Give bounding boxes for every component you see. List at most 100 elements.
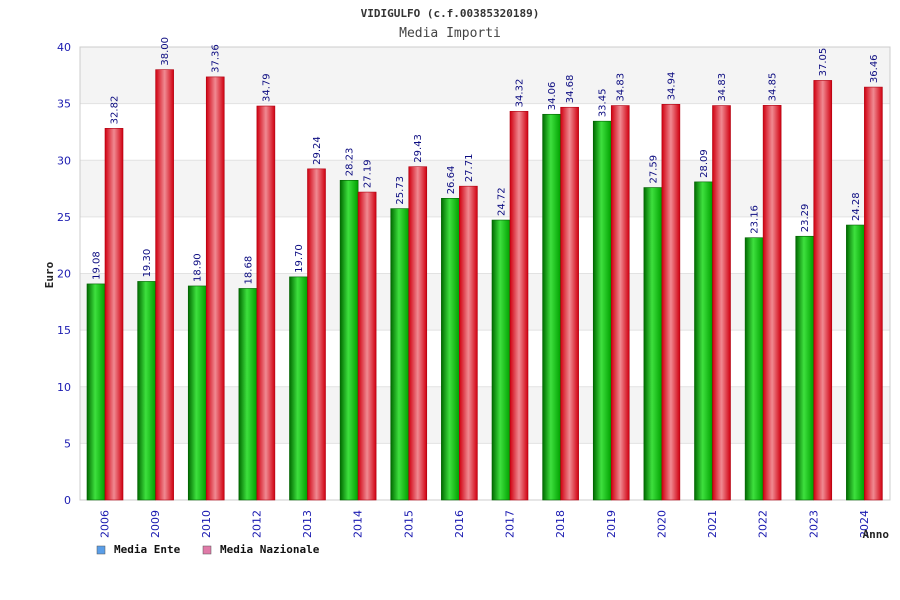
- bar-media-ente: [694, 181, 713, 501]
- bar-media-ente: [289, 276, 308, 501]
- x-tick-label: 2024: [858, 510, 871, 538]
- bar-media-ente: [491, 219, 511, 501]
- value-label-media-ente: 19.08: [92, 251, 103, 280]
- x-tick-label: 2023: [807, 510, 820, 538]
- legend-swatch-media-nazionale: [202, 545, 212, 555]
- y-tick-label: 5: [64, 437, 71, 450]
- value-label-media-ente: 28.23: [345, 148, 356, 177]
- bar-media-nazionale: [205, 76, 225, 501]
- value-label-media-ente: 27.59: [648, 155, 659, 184]
- value-labels: 19.08 32.82 19.30 38.00 18.90 37.36 18.68 34.79…: [92, 37, 880, 284]
- value-label-media-ente: 19.70: [294, 244, 305, 273]
- value-label-media-nazionale: 29.24: [312, 136, 323, 165]
- value-label-media-ente: 33.45: [598, 89, 609, 118]
- bar-media-nazionale: [408, 166, 428, 501]
- bar-media-ente: [846, 224, 865, 501]
- value-label-media-ente: 19.30: [142, 249, 153, 278]
- y-tick-label: 15: [57, 324, 71, 337]
- value-label-media-ente: 28.09: [699, 149, 710, 178]
- value-label-media-nazionale: 27.71: [464, 154, 475, 183]
- bar-media-nazionale: [459, 185, 478, 501]
- value-label-media-nazionale: 29.43: [413, 134, 424, 163]
- value-label-media-nazionale: 34.68: [565, 75, 576, 104]
- y-axis-ticks: 0 5 10 15 20 25 30 35 40: [57, 41, 71, 507]
- y-tick-label: 35: [57, 98, 71, 111]
- bars: [86, 69, 883, 501]
- value-label-media-nazionale: 37.05: [818, 48, 829, 77]
- bar-media-ente: [86, 283, 106, 501]
- y-tick-label: 10: [57, 381, 71, 394]
- bar-media-ente: [542, 113, 561, 501]
- value-label-media-nazionale: 34.83: [616, 73, 627, 102]
- chart-subtitle: Media Importi: [399, 26, 501, 41]
- bar-media-nazionale: [357, 191, 377, 501]
- value-label-media-ente: 18.68: [243, 256, 254, 285]
- bar-media-ente: [390, 208, 410, 501]
- x-tick-label: 2018: [554, 510, 567, 538]
- x-tick-label: 2021: [706, 510, 719, 538]
- bar-media-nazionale: [813, 80, 833, 501]
- bar-media-ente: [339, 179, 359, 501]
- x-tick-label: 2012: [250, 510, 263, 538]
- value-label-media-ente: 18.90: [193, 253, 204, 282]
- y-tick-label: 40: [57, 41, 71, 54]
- x-tick-label: 2006: [99, 510, 112, 538]
- x-axis-label: Anno: [863, 528, 890, 541]
- value-label-media-ente: 26.64: [446, 166, 457, 195]
- bar-media-nazionale: [307, 168, 326, 501]
- value-label-media-ente: 24.28: [851, 192, 862, 221]
- y-axis-label: Euro: [43, 261, 56, 288]
- x-tick-label: 2019: [605, 510, 618, 538]
- y-tick-label: 30: [57, 154, 71, 167]
- legend-label-media-ente: Media Ente: [114, 543, 181, 556]
- x-tick-label: 2016: [453, 510, 466, 538]
- bar-media-nazionale: [560, 106, 579, 501]
- bar-media-ente: [187, 285, 207, 501]
- value-label-media-ente: 23.16: [750, 205, 761, 234]
- value-label-media-ente: 23.29: [800, 204, 811, 233]
- bar-media-nazionale: [256, 105, 276, 501]
- bar-media-nazionale: [864, 86, 883, 501]
- x-tick-label: 2010: [200, 510, 213, 538]
- value-label-media-nazionale: 37.36: [211, 44, 222, 73]
- x-tick-label: 2015: [402, 510, 415, 538]
- value-label-media-nazionale: 36.46: [869, 54, 880, 83]
- bar-media-ente: [238, 288, 258, 501]
- x-tick-label: 2013: [301, 510, 314, 538]
- y-tick-label: 20: [57, 268, 71, 281]
- legend: Media Ente Media Nazionale: [96, 543, 320, 556]
- bar-media-nazionale: [712, 105, 731, 501]
- plot-frame: [79, 46, 891, 501]
- x-axis-ticks: 2006 2009 2010 2012 2013 2014 2015 2016 2017 2018…: [99, 510, 871, 538]
- value-label-media-nazionale: 34.83: [717, 73, 728, 102]
- value-label-media-ente: 24.72: [497, 187, 508, 216]
- bar-media-nazionale: [509, 111, 529, 501]
- x-tick-label: 2017: [504, 510, 517, 538]
- value-label-media-nazionale: 32.82: [110, 96, 121, 125]
- value-label-media-ente: 25.73: [395, 176, 406, 205]
- value-label-media-ente: 34.06: [547, 82, 558, 111]
- legend-label-media-nazionale: Media Nazionale: [220, 543, 320, 556]
- x-tick-label: 2022: [757, 510, 770, 538]
- x-tick-label: 2014: [352, 510, 365, 538]
- bar-media-nazionale: [610, 105, 630, 501]
- chart-title: VIDIGULFO (c.f.00385320189): [361, 7, 540, 20]
- bar-media-nazionale: [762, 105, 782, 501]
- value-label-media-nazionale: 34.32: [515, 79, 526, 108]
- bar-media-ente: [643, 187, 663, 501]
- value-label-media-nazionale: 38.00: [160, 37, 171, 66]
- bar-media-ente: [795, 235, 815, 501]
- bar-media-ente: [592, 120, 612, 501]
- value-label-media-nazionale: 34.94: [666, 72, 677, 101]
- bar-media-nazionale: [155, 69, 174, 501]
- bar-media-ente: [744, 237, 764, 501]
- bar-media-nazionale: [104, 128, 124, 501]
- y-tick-label: 25: [57, 211, 71, 224]
- value-label-media-nazionale: 34.85: [768, 73, 779, 102]
- y-tick-label: 0: [64, 494, 71, 507]
- bar-media-nazionale: [661, 104, 681, 501]
- bar-media-ente: [441, 198, 460, 501]
- value-label-media-nazionale: 27.19: [363, 159, 374, 188]
- x-tick-label: 2009: [149, 510, 162, 538]
